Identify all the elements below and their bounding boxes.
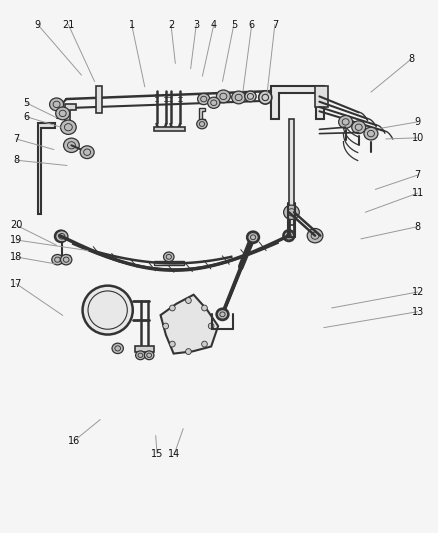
Ellipse shape [208,323,214,329]
Polygon shape [161,295,218,353]
Ellipse shape [339,116,353,128]
Text: 18: 18 [10,252,22,262]
Ellipse shape [52,254,63,265]
Ellipse shape [201,341,207,347]
Text: 2: 2 [168,20,174,30]
Text: 17: 17 [10,279,22,288]
Text: 20: 20 [10,220,22,230]
Ellipse shape [232,91,246,104]
Polygon shape [289,119,294,225]
Ellipse shape [60,254,72,265]
Text: 8: 8 [13,155,19,165]
Text: 5: 5 [23,98,29,108]
Polygon shape [153,261,184,265]
Ellipse shape [284,231,293,240]
Ellipse shape [259,91,272,104]
Text: 11: 11 [412,188,424,198]
Text: 8: 8 [408,54,414,64]
Ellipse shape [56,107,70,120]
Ellipse shape [208,97,220,108]
Ellipse shape [284,205,299,220]
Text: 12: 12 [411,287,424,297]
Text: 9: 9 [415,117,421,127]
Text: 8: 8 [415,222,421,232]
Ellipse shape [60,120,76,134]
Ellipse shape [56,231,68,242]
Ellipse shape [64,138,79,152]
Ellipse shape [80,146,94,159]
Ellipse shape [186,297,191,303]
Text: 15: 15 [151,449,163,458]
Ellipse shape [136,351,145,360]
Text: 10: 10 [412,133,424,143]
Text: 4: 4 [211,20,217,30]
Ellipse shape [201,305,207,311]
Ellipse shape [49,98,64,111]
Ellipse shape [186,349,191,354]
Text: 1: 1 [129,20,135,30]
Polygon shape [135,346,154,352]
Polygon shape [315,86,328,107]
Ellipse shape [163,252,174,262]
Polygon shape [96,86,102,114]
Ellipse shape [198,93,210,104]
Ellipse shape [217,310,228,319]
Ellipse shape [245,91,256,102]
Ellipse shape [197,119,207,129]
Ellipse shape [352,121,366,134]
Ellipse shape [216,90,230,103]
Text: 7: 7 [414,170,421,180]
Text: 6: 6 [249,20,255,30]
Ellipse shape [170,305,175,311]
Ellipse shape [248,232,258,242]
Ellipse shape [170,341,175,347]
Text: 16: 16 [68,436,80,446]
Text: 21: 21 [62,20,74,30]
Polygon shape [153,127,185,131]
Ellipse shape [163,323,169,329]
Ellipse shape [82,286,133,335]
Text: 7: 7 [13,134,19,144]
Polygon shape [38,123,55,214]
Polygon shape [65,104,76,130]
Ellipse shape [145,351,154,360]
Text: 13: 13 [412,306,424,317]
Text: 9: 9 [35,20,41,30]
Text: 19: 19 [10,235,22,245]
Polygon shape [272,86,324,119]
Ellipse shape [364,127,378,140]
Text: 5: 5 [231,20,237,30]
Text: 3: 3 [193,20,199,30]
Ellipse shape [112,343,124,353]
Polygon shape [199,108,205,122]
Ellipse shape [307,229,323,243]
Text: 6: 6 [23,111,29,122]
Text: 7: 7 [272,20,278,30]
Text: 14: 14 [168,449,180,458]
